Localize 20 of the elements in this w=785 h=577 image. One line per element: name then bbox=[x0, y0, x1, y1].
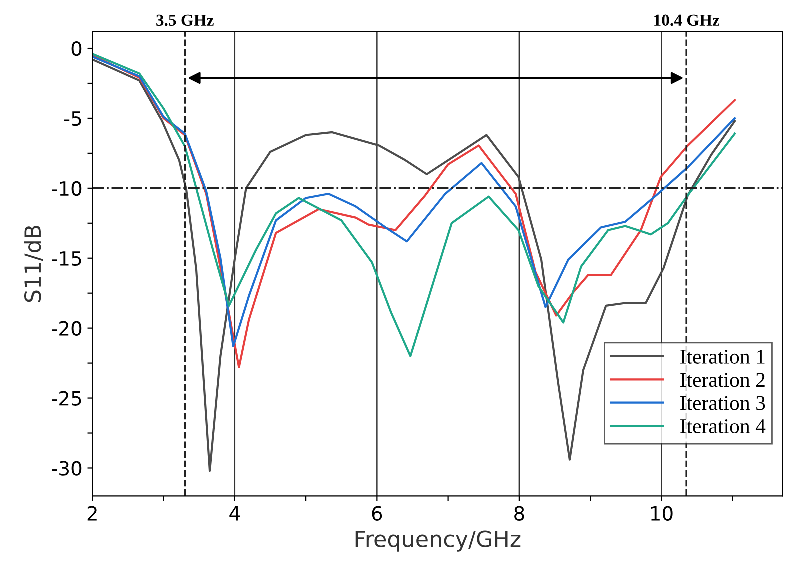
ref-line-label: 3.5 GHz bbox=[156, 14, 214, 26]
x-tick-label: 10 bbox=[651, 506, 673, 521]
y-tick-label: -15 bbox=[52, 252, 82, 266]
x-tick-label: 6 bbox=[372, 506, 382, 521]
x-tick-label: 2 bbox=[88, 506, 97, 521]
legend-label: Iteration 3 bbox=[680, 396, 766, 410]
x-tick-label: 8 bbox=[514, 506, 524, 521]
y-tick-label: -25 bbox=[52, 391, 82, 406]
ref-line-label: 10.4 GHz bbox=[654, 14, 720, 26]
x-tick-label: 4 bbox=[230, 506, 240, 521]
y-tick-label: 0 bbox=[72, 41, 82, 56]
y-tick-label: -5 bbox=[64, 112, 82, 126]
y-tick-label: -20 bbox=[52, 321, 82, 336]
x-axis-title: Frequency/GHz bbox=[356, 530, 521, 552]
y-axis-title: S11/dB bbox=[24, 226, 44, 302]
legend-label: Iteration 4 bbox=[680, 420, 766, 434]
y-tick-label: -30 bbox=[52, 461, 82, 476]
y-tick-label: -10 bbox=[52, 181, 82, 196]
legend-label: Iteration 1 bbox=[680, 350, 765, 364]
legend-label: Iteration 2 bbox=[680, 373, 765, 388]
